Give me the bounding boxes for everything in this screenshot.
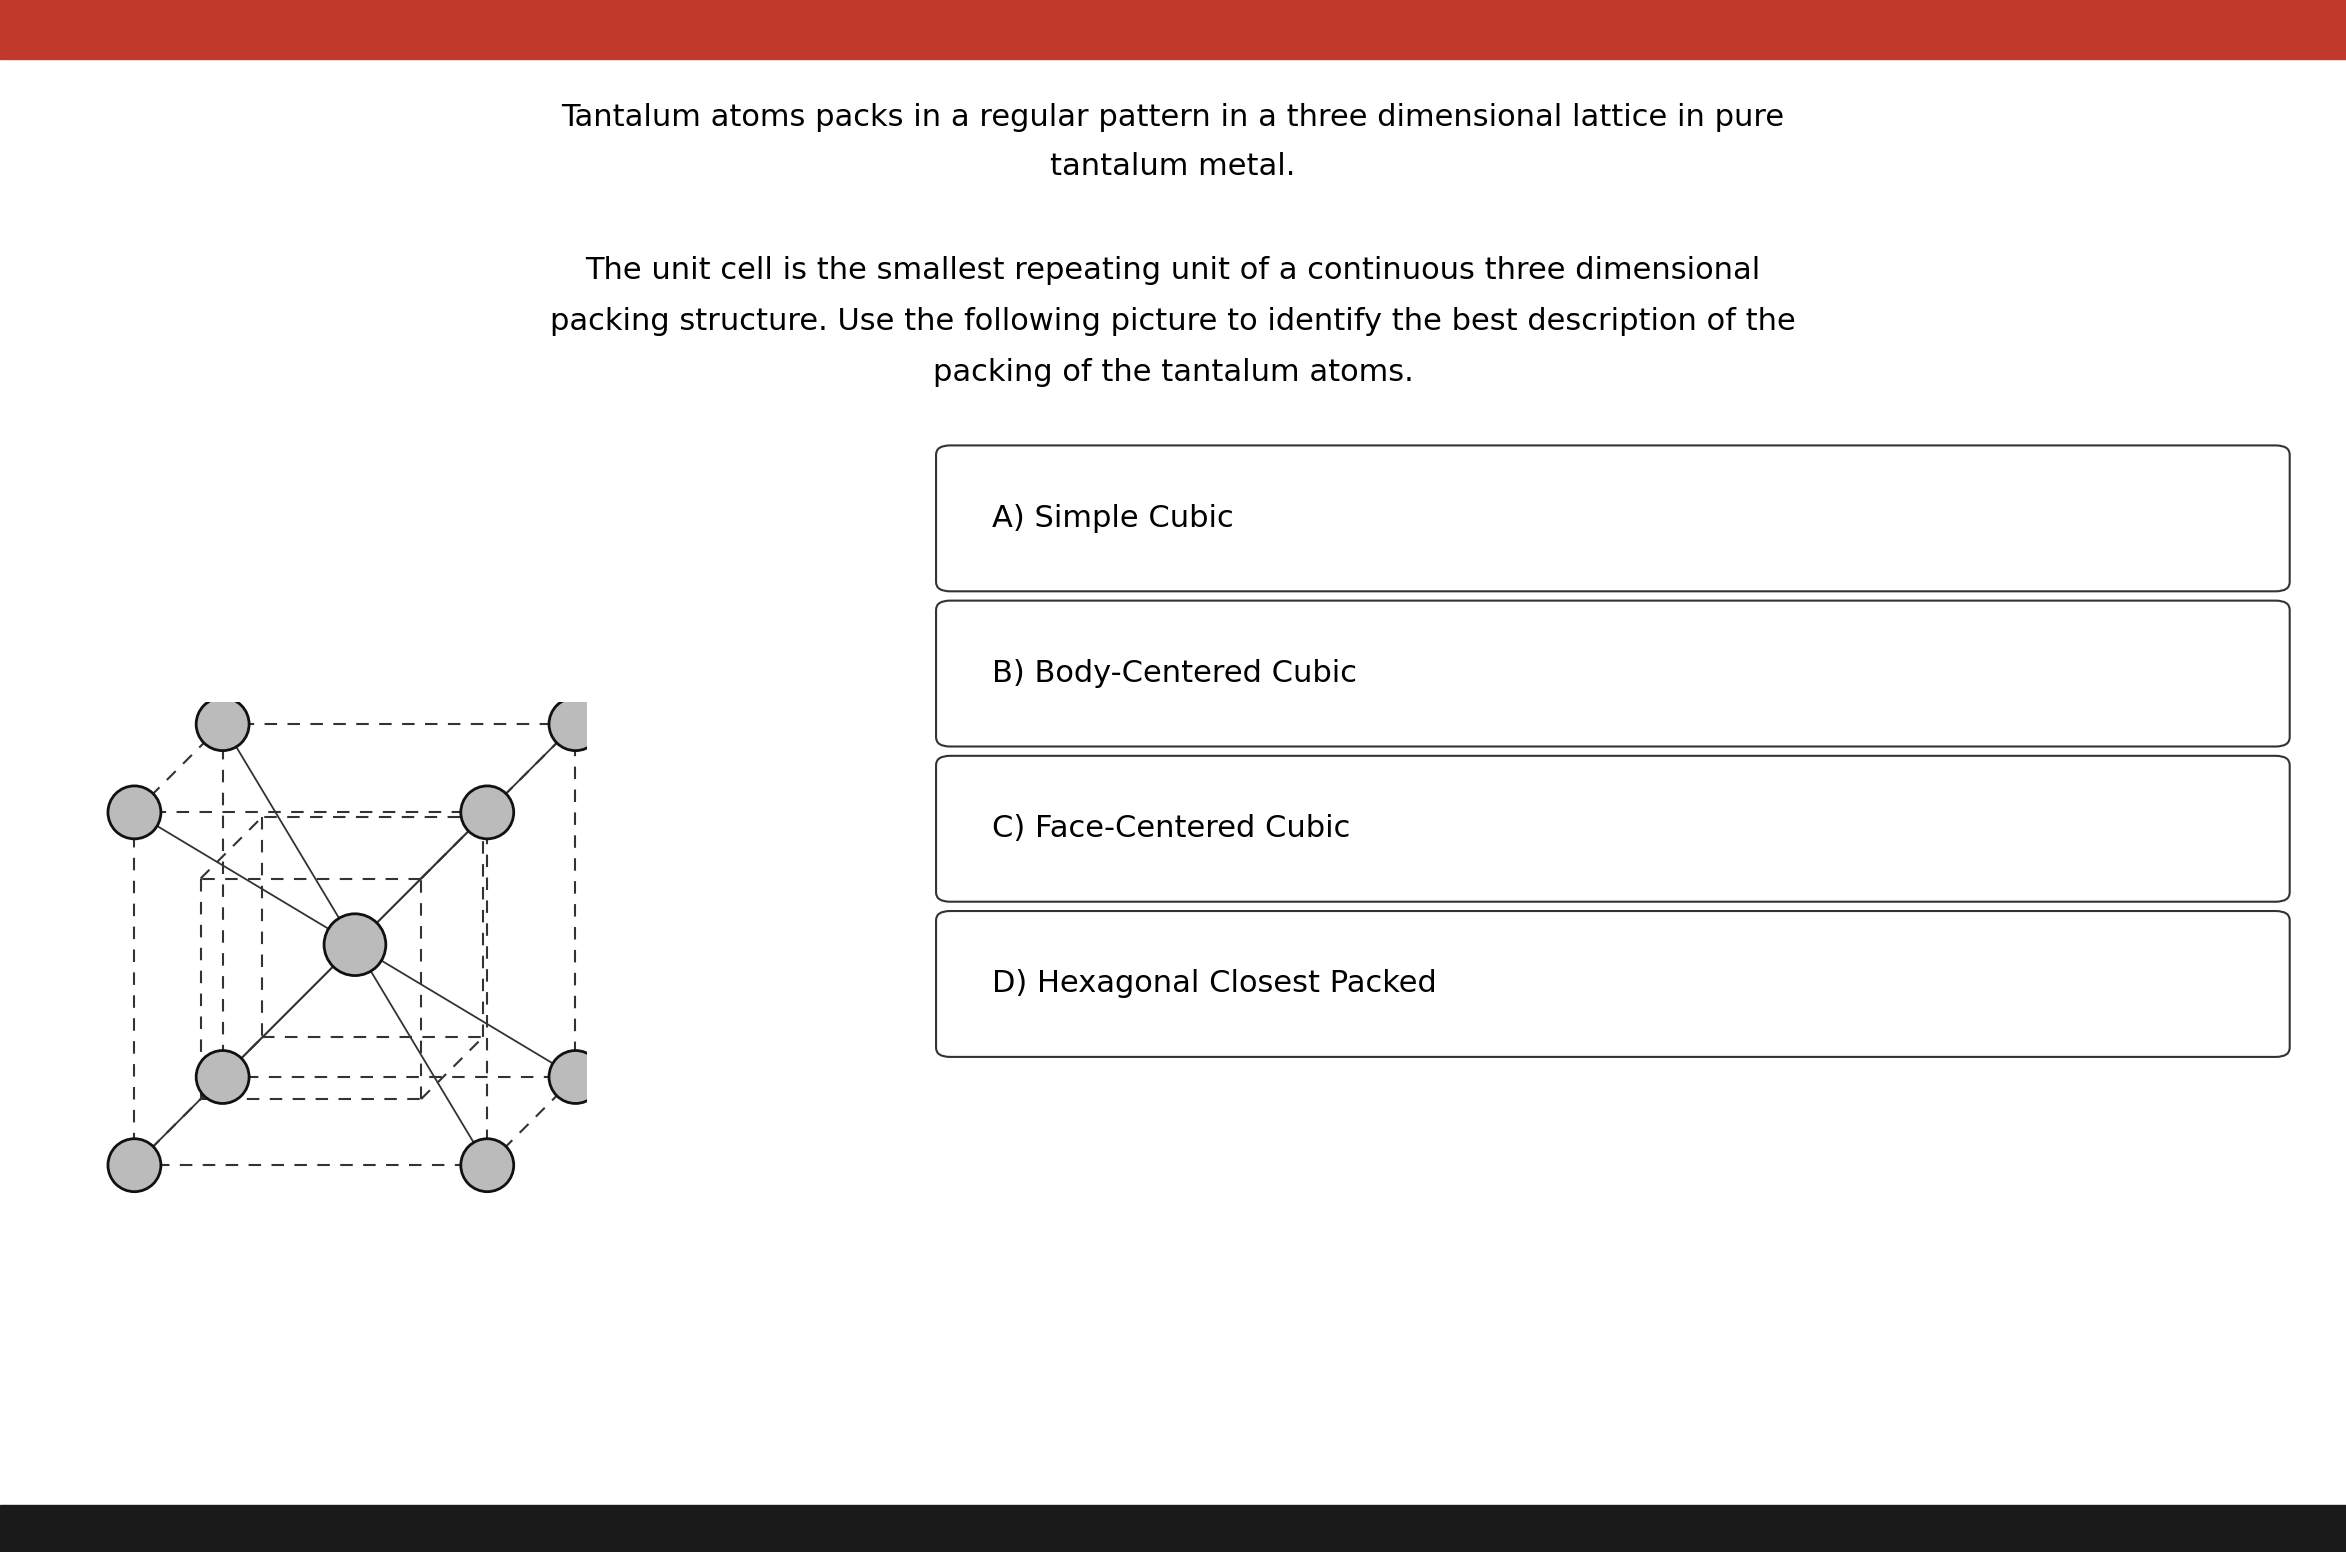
FancyBboxPatch shape (30, 697, 591, 1259)
Text: D) Hexagonal Closest Packed: D) Hexagonal Closest Packed (992, 970, 1438, 998)
Circle shape (460, 1139, 514, 1192)
FancyBboxPatch shape (936, 445, 2290, 591)
Circle shape (108, 1139, 162, 1192)
FancyBboxPatch shape (936, 601, 2290, 747)
Text: Tantalum atoms packs in a regular pattern in a three dimensional lattice in pure: Tantalum atoms packs in a regular patter… (561, 104, 1785, 132)
Circle shape (324, 914, 385, 976)
Text: B) Body-Centered Cubic: B) Body-Centered Cubic (992, 660, 1358, 688)
FancyBboxPatch shape (936, 911, 2290, 1057)
FancyBboxPatch shape (936, 756, 2290, 902)
Circle shape (460, 785, 514, 838)
Circle shape (108, 785, 162, 838)
Circle shape (549, 1051, 603, 1103)
Circle shape (197, 698, 249, 751)
Circle shape (549, 698, 603, 751)
Text: The unit cell is the smallest repeating unit of a continuous three dimensional: The unit cell is the smallest repeating … (586, 256, 1760, 284)
Bar (0, 1505, 2346, 1552)
Text: packing of the tantalum atoms.: packing of the tantalum atoms. (934, 359, 1412, 386)
Circle shape (197, 1051, 249, 1103)
Text: packing structure. Use the following picture to identify the best description of: packing structure. Use the following pic… (549, 307, 1797, 335)
Text: tantalum metal.: tantalum metal. (1051, 152, 1295, 180)
Text: C) Face-Centered Cubic: C) Face-Centered Cubic (992, 815, 1351, 843)
Bar (0, 0, 2346, 59)
Text: A) Simple Cubic: A) Simple Cubic (992, 504, 1234, 532)
